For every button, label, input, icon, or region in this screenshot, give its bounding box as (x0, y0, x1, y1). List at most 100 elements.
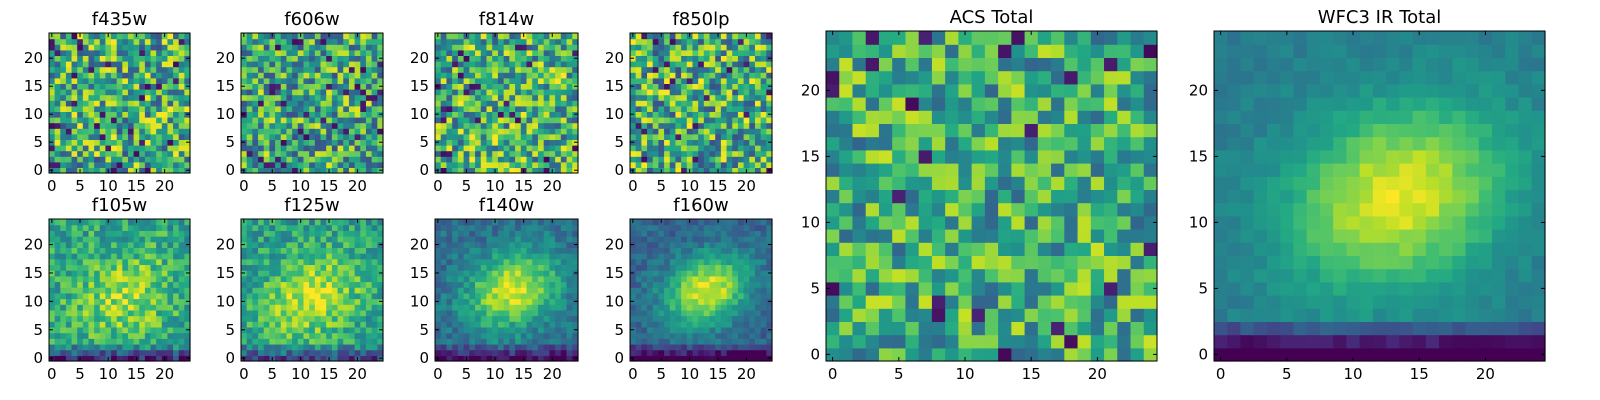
heatmap-cell (515, 55, 522, 62)
heatmap-cell (99, 49, 106, 56)
heatmap-cell (509, 167, 516, 174)
heatmap-cell (497, 167, 505, 174)
heatmap-cell (297, 224, 305, 231)
heatmap-cell (497, 55, 505, 62)
heatmap-cell (269, 298, 276, 305)
heatmap-cell (320, 128, 327, 135)
heatmap-cell (139, 89, 146, 96)
heatmap-cell (647, 150, 654, 157)
heatmap-cell (452, 161, 459, 168)
heatmap-cell (732, 33, 739, 40)
heatmap-cell (560, 230, 568, 237)
heatmap-cell (167, 247, 174, 254)
heatmap-cell (99, 89, 106, 96)
heatmap-cell (463, 145, 470, 152)
heatmap-cell (360, 100, 367, 107)
heatmap-cell (326, 145, 333, 152)
heatmap-cell (94, 156, 101, 163)
heatmap-cell (469, 105, 476, 112)
heatmap-cell (543, 83, 550, 90)
heatmap-cell (503, 117, 510, 124)
heatmap-cell (348, 100, 356, 107)
heatmap-cell (635, 128, 642, 135)
heatmap-cell (469, 241, 476, 248)
heatmap-cell (537, 326, 545, 334)
heatmap-cell (452, 219, 459, 226)
heatmap-cell (515, 355, 522, 362)
heatmap-cell (435, 338, 442, 345)
heatmap-cell (440, 111, 448, 118)
heatmap-cell (452, 150, 459, 157)
heatmap-cell (116, 145, 123, 152)
heatmap-cell (377, 258, 384, 266)
heatmap-cell (732, 332, 739, 339)
heatmap-cell (760, 304, 767, 311)
heatmap-cell (49, 94, 56, 101)
heatmap-cell (263, 94, 270, 101)
heatmap-cell (754, 326, 762, 334)
heatmap-cell (99, 128, 106, 135)
heatmap-cell (331, 326, 339, 334)
panel-title: f105w (92, 195, 147, 216)
heatmap-cell (309, 349, 316, 356)
heatmap-cell (94, 128, 101, 135)
heatmap-cell (457, 236, 465, 243)
heatmap-cell (440, 315, 448, 322)
heatmap-cell (286, 241, 293, 248)
heatmap-cell (664, 72, 671, 79)
heatmap-cell (161, 72, 169, 79)
heatmap-cell (503, 89, 510, 96)
heatmap-cell (71, 150, 78, 157)
heatmap-cell (486, 89, 493, 96)
panel-title: f160w (673, 195, 728, 216)
heatmap-cell (150, 111, 157, 118)
heatmap-cell (133, 264, 140, 271)
heatmap-cell (537, 241, 545, 248)
heatmap-cell (133, 44, 140, 51)
heatmap-cell (749, 128, 756, 135)
heatmap-cell (475, 33, 482, 40)
heatmap-cell (446, 156, 453, 163)
heatmap-cell (127, 315, 135, 322)
heatmap-cell (766, 94, 773, 101)
heatmap-cell (71, 38, 78, 45)
heatmap-cell (492, 66, 499, 73)
heatmap-cell (703, 156, 711, 163)
heatmap-cell (354, 66, 361, 73)
heatmap-cell (560, 128, 568, 135)
heatmap-cell (652, 89, 659, 96)
heatmap-cell (88, 38, 95, 45)
heatmap-cell (371, 287, 378, 294)
heatmap-cell (65, 292, 73, 300)
heatmap-cell (641, 128, 648, 135)
heatmap-cell (60, 133, 67, 140)
heatmap-cell (726, 275, 733, 283)
heatmap-cell (360, 89, 367, 96)
heatmap-cell (292, 161, 299, 168)
heatmap-cell (326, 139, 333, 146)
heatmap-cell (669, 167, 677, 174)
heatmap-cell (435, 44, 442, 51)
heatmap-cell (60, 55, 67, 62)
heatmap-cell (314, 33, 322, 40)
heatmap-cell (167, 270, 174, 277)
heatmap-cell (703, 275, 711, 283)
heatmap-cell (49, 145, 56, 152)
heatmap-cell (652, 94, 659, 101)
heatmap-cell (49, 150, 56, 157)
heatmap-cell (49, 309, 56, 317)
heatmap-cell (65, 94, 73, 101)
heatmap-cell (258, 287, 265, 294)
heatmap-cell (658, 139, 665, 146)
heatmap-cell (509, 338, 516, 345)
heatmap-cell (77, 161, 84, 168)
heatmap-cell (492, 111, 499, 118)
heatmap-cell (337, 105, 344, 112)
heatmap-cell (303, 145, 310, 152)
heatmap-cell (173, 236, 180, 243)
heatmap-cell (144, 281, 152, 288)
heatmap-cell (337, 49, 344, 56)
heatmap-cell (156, 343, 163, 351)
heatmap-cell (258, 355, 265, 362)
heatmap-cell (732, 298, 739, 305)
